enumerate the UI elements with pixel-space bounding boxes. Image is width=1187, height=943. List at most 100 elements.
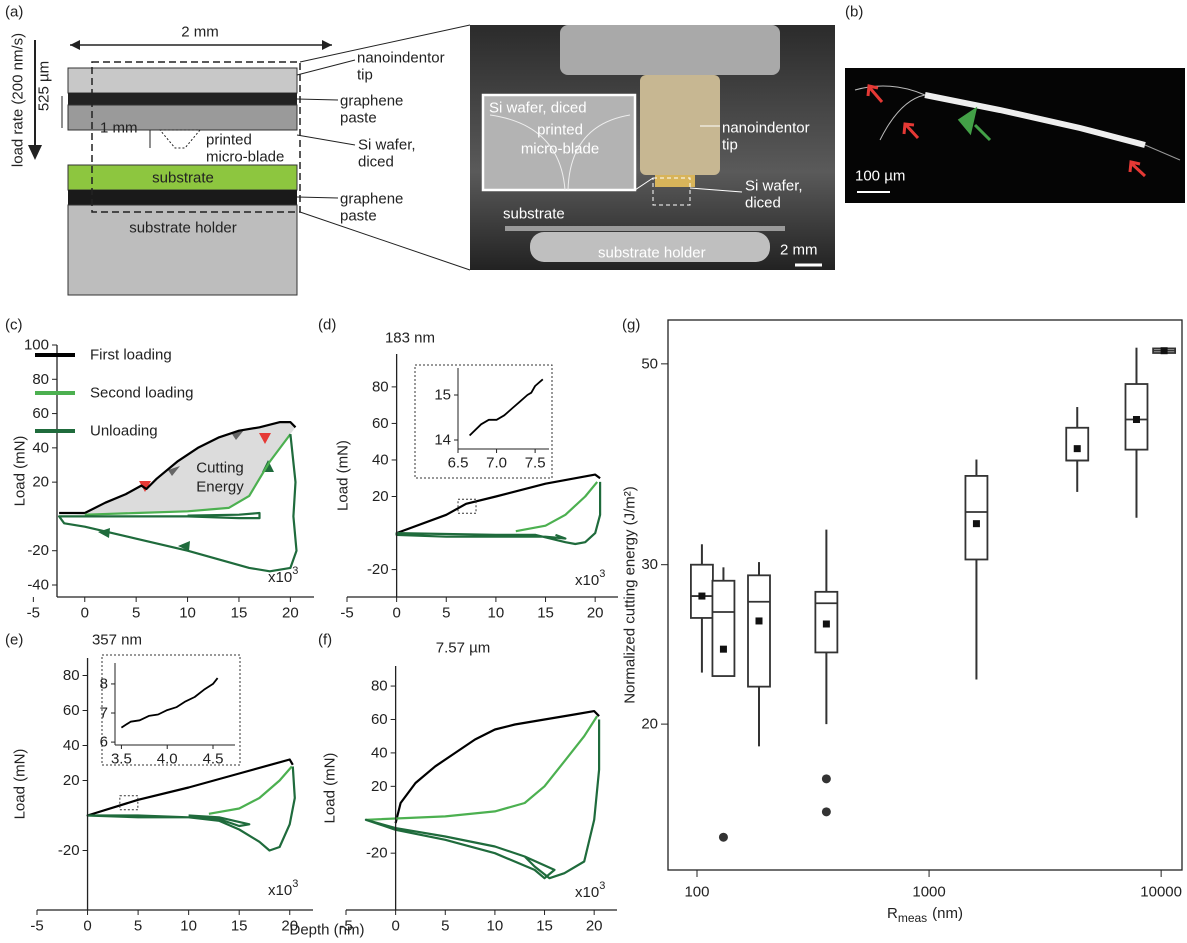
multiplier-base: x10 (575, 572, 599, 589)
y-axis-label: Load (mN) (322, 753, 339, 824)
inset-y-tick-label: 6 (100, 734, 108, 751)
panel-label: (d) (318, 317, 336, 334)
y-axis-label: Load (mN) (335, 440, 352, 511)
box (712, 581, 734, 676)
outlier (822, 807, 831, 816)
multiplier-exp: 3 (599, 568, 605, 580)
inset-y-tick-label: 15 (434, 387, 451, 404)
y-axis-label: Load (mN) (12, 436, 29, 507)
label: graphene (340, 93, 403, 110)
series-line (397, 482, 600, 544)
wafer-top (68, 68, 297, 93)
label: tip (357, 67, 373, 84)
label: 100 µm (855, 168, 905, 185)
y-tick-label: -40 (27, 577, 49, 594)
label: graphene (340, 191, 403, 208)
y-tick-label: -20 (367, 561, 389, 578)
x-tick-label: -5 (27, 605, 40, 622)
y-tick-label: 60 (63, 702, 80, 719)
box (748, 575, 770, 686)
inset-x-tick-label: 6.5 (448, 455, 469, 472)
y-tick-label: 60 (371, 711, 388, 728)
tip (655, 175, 695, 187)
inset-x-tick-label: 4.5 (203, 751, 224, 768)
panel-label: (a) (5, 4, 23, 21)
inset-y-tick-label: 8 (100, 675, 108, 692)
x-tick-label: 15 (536, 918, 553, 935)
label: diced (745, 195, 781, 212)
legend-label: First loading (90, 347, 172, 364)
y-tick-label: 20 (371, 778, 388, 795)
mean (823, 620, 830, 627)
y-tick-label: 40 (371, 744, 388, 761)
label: tip (722, 137, 738, 154)
label: 2 mm (780, 242, 818, 259)
figure: x103x103x103x103Rmeas(nm) (a)(b)(c)(d)(e… (0, 0, 1187, 943)
label: 1 mm (100, 120, 138, 137)
y-tick-label: 40 (372, 451, 389, 468)
multiplier-exp: 3 (292, 565, 298, 577)
zoom-line (300, 212, 470, 270)
y-axis-label: Load (mN) (12, 749, 29, 820)
multiplier: x103 (575, 568, 605, 589)
x-tick-label: 5 (132, 605, 140, 622)
y-tick-label: 20 (372, 488, 389, 505)
panel-label: (c) (5, 317, 23, 334)
arrow-head (28, 145, 42, 160)
x-tick-label: -5 (340, 605, 353, 622)
x-tick-label: 0 (83, 918, 91, 935)
series-line (396, 711, 599, 823)
label: substrate (503, 206, 565, 223)
x-tick-label: 15 (231, 605, 248, 622)
mean (698, 593, 705, 600)
y-axis-label: Normalized cutting energy (J/m²) (622, 486, 639, 704)
y-tick-label: 80 (32, 371, 49, 388)
mean (1161, 347, 1168, 354)
outlier (719, 833, 728, 842)
series-line (88, 767, 295, 851)
label: substrate (152, 170, 214, 187)
series-line (366, 720, 599, 879)
paste-top (68, 93, 297, 105)
x-tick-label: 15 (231, 918, 248, 935)
outlier (822, 774, 831, 783)
chart-title: 357 nm (92, 632, 142, 649)
mean (1074, 445, 1081, 452)
x-label-sub: meas (898, 911, 927, 925)
mean (973, 520, 980, 527)
x-tick-label: 20 (586, 918, 603, 935)
x-tick-label: 5 (134, 918, 142, 935)
inset-x-tick-label: 7.5 (525, 455, 546, 472)
x-tick-label: 10 (487, 918, 504, 935)
panel-label: (e) (5, 632, 23, 649)
inset-y-tick-label: 14 (434, 432, 451, 449)
box (691, 565, 713, 618)
y-tick-label: 60 (32, 405, 49, 422)
multiplier-base: x10 (268, 569, 292, 586)
series-line (88, 760, 293, 816)
label: substrate holder (598, 245, 706, 262)
legend-label: Unloading (90, 423, 158, 440)
series-line (397, 475, 600, 533)
x-tick-label: 10 (488, 605, 505, 622)
x-tick-label: 1000 (912, 884, 945, 901)
label: nanoindentor (357, 50, 445, 67)
y-tick-label: 60 (372, 415, 389, 432)
label: nanoindentor (722, 120, 810, 137)
panel-label: (b) (845, 4, 863, 21)
x-tick-label: 5 (442, 605, 450, 622)
x-tick-label: 15 (537, 605, 554, 622)
y-tick-label: 100 (24, 337, 49, 354)
chart-title: 7.57 µm (436, 640, 491, 657)
x-tick-label: 0 (81, 605, 89, 622)
x-tick-label: 10 (180, 918, 197, 935)
x-tick-label: 0 (392, 605, 400, 622)
y-tick-label: 40 (63, 737, 80, 754)
plot-frame (668, 320, 1182, 870)
y-tick-label: 80 (371, 678, 388, 695)
x-tick-label: 0 (391, 918, 399, 935)
multiplier: x103 (268, 565, 298, 586)
y-tick-label: 40 (32, 439, 49, 456)
y-tick-label: -20 (27, 542, 49, 559)
